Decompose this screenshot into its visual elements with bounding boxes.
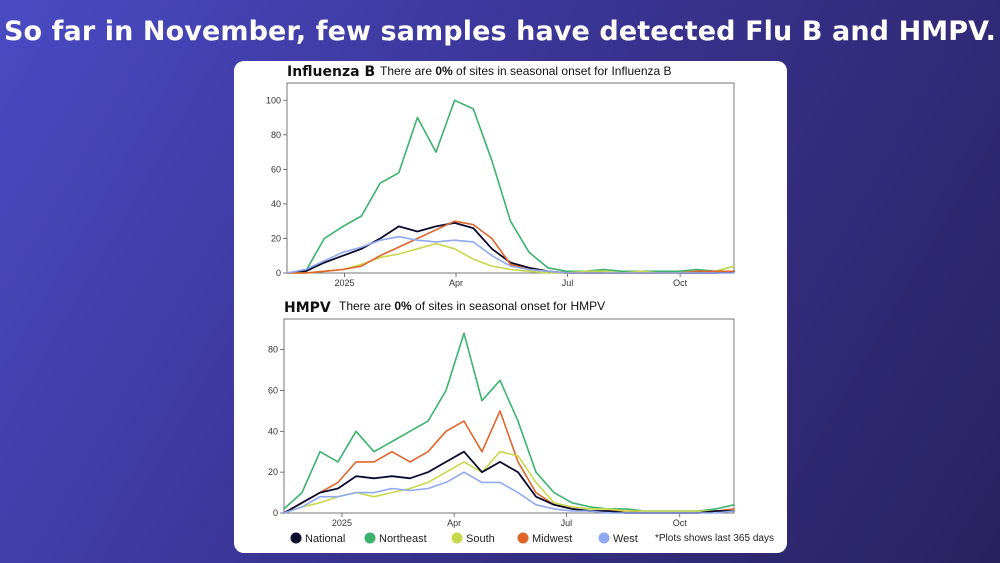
legend-label-west: West xyxy=(613,533,638,545)
y-tick-label: 40 xyxy=(271,199,281,209)
x-tick-label: Apr xyxy=(447,518,461,528)
series-line-south xyxy=(283,450,735,514)
x-tick-label: Oct xyxy=(673,278,688,288)
y-tick-label: 80 xyxy=(268,345,278,355)
hmpv-title: HMPV xyxy=(284,300,331,316)
x-tick-label: Apr xyxy=(449,278,463,288)
influenza-b-subtitle-after: of sites in seasonal onset for Influenza… xyxy=(453,64,672,78)
legend-label-south: South xyxy=(466,533,495,545)
y-tick-label: 60 xyxy=(271,164,281,174)
influenza-b-plot: 0 20 40 60 80 100 2025 Apr Jul Oct xyxy=(266,82,735,288)
series-line-midwest xyxy=(283,410,735,514)
y-tick-label: 80 xyxy=(271,130,281,140)
hmpv-subtitle-before: There are xyxy=(339,299,394,313)
series-line-west xyxy=(283,471,735,514)
plot-frame xyxy=(286,82,735,274)
chart-svg: Influenza B There are 0% of sites in sea… xyxy=(266,64,774,545)
y-tick-label: 60 xyxy=(268,385,278,395)
influenza-b-title: Influenza B xyxy=(287,64,375,80)
legend-label-midwest: Midwest xyxy=(532,533,572,545)
plot-frame xyxy=(283,318,735,514)
y-tick-label: 0 xyxy=(276,268,281,278)
influenza-b-subtitle: There are 0% of sites in seasonal onset … xyxy=(380,64,672,78)
legend-marker-west xyxy=(598,532,610,544)
x-tick-label: Jul xyxy=(562,278,574,288)
x-tick-label: 2025 xyxy=(335,278,355,288)
y-tick-label: 0 xyxy=(273,508,278,518)
legend-label-national: National xyxy=(305,533,345,545)
legend-marker-national xyxy=(290,532,302,544)
legend-marker-midwest xyxy=(517,532,529,544)
hmpv-subtitle-after: of sites in seasonal onset for HMPV xyxy=(412,299,605,313)
series-line-south xyxy=(286,242,735,274)
hmpv-plot: 0 20 40 60 80 2025 Apr Jul Oct xyxy=(268,318,735,528)
series-line-west xyxy=(286,235,735,274)
hmpv-subtitle-bold: 0% xyxy=(394,299,412,313)
x-tick-label: Jul xyxy=(561,518,573,528)
chart-card: Influenza B There are 0% of sites in sea… xyxy=(234,61,787,553)
slide-title: So far in November, few samples have det… xyxy=(3,16,997,47)
series-line-national xyxy=(283,450,735,514)
x-tick-label: 2025 xyxy=(332,518,352,528)
footnote: *Plots shows last 365 days xyxy=(655,533,774,544)
legend-marker-south xyxy=(451,532,463,544)
hmpv-subtitle: There are 0% of sites in seasonal onset … xyxy=(339,299,605,313)
influenza-b-subtitle-before: There are xyxy=(380,64,435,78)
y-tick-label: 20 xyxy=(268,467,278,477)
legend-label-northeast: Northeast xyxy=(379,533,427,545)
legend: National Northeast South Midwest West xyxy=(290,532,638,545)
y-tick-label: 20 xyxy=(271,233,281,243)
series-line-northeast xyxy=(283,332,735,512)
series-line-northeast xyxy=(286,99,735,274)
y-tick-label: 40 xyxy=(268,426,278,436)
legend-marker-northeast xyxy=(364,532,376,544)
influenza-b-subtitle-bold: 0% xyxy=(435,64,453,78)
y-tick-label: 100 xyxy=(266,95,281,105)
x-tick-label: Oct xyxy=(673,518,688,528)
